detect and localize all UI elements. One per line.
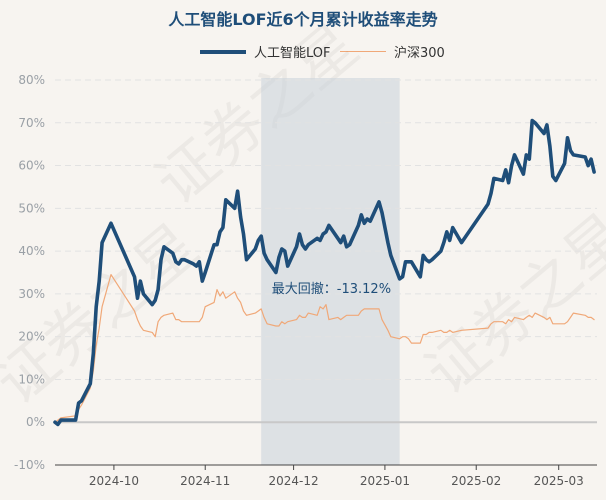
x-tick-label: 2025-03 [534,474,584,488]
legend-item-hs300: 沪深300 [340,42,445,61]
legend-item-ai-lof: 人工智能LOF [200,42,331,61]
series-line-hs300 [54,274,595,423]
legend-swatch-ai-lof [200,49,246,54]
x-tick-label: 2025-02 [451,474,501,488]
y-tick-label: -10% [14,458,45,472]
y-tick-label: 40% [18,244,45,258]
chart-legend: 人工智能LOF 沪深300 [0,42,606,62]
x-tick-label: 2024-10 [89,474,139,488]
watermark-text: 证券之星 [0,211,212,419]
y-tick-label: 80% [18,73,45,87]
x-tick-label: 2024-12 [269,474,319,488]
y-tick-label: 20% [18,330,45,344]
x-tick-label: 2024-11 [180,474,230,488]
watermark-text: 证券之星 [413,201,606,409]
x-tick-label: 2025-01 [360,474,410,488]
drawdown-label: 最大回撤：-13.12% [272,281,391,297]
drawdown-band [261,78,400,465]
y-tick-label: 60% [18,159,45,173]
legend-label-hs300: 沪深300 [394,46,445,61]
y-tick-label: 30% [18,287,45,301]
legend-swatch-hs300 [340,51,386,52]
y-tick-label: 50% [18,201,45,215]
series-line-ai-lof [53,118,596,427]
y-tick-label: 70% [18,116,45,130]
chart-title: 人工智能LOF近6个月累计收益率走势 [168,10,438,29]
y-tick-label: 0% [26,415,45,429]
legend-label-ai-lof: 人工智能LOF [254,46,331,61]
y-tick-label: 10% [18,372,45,386]
